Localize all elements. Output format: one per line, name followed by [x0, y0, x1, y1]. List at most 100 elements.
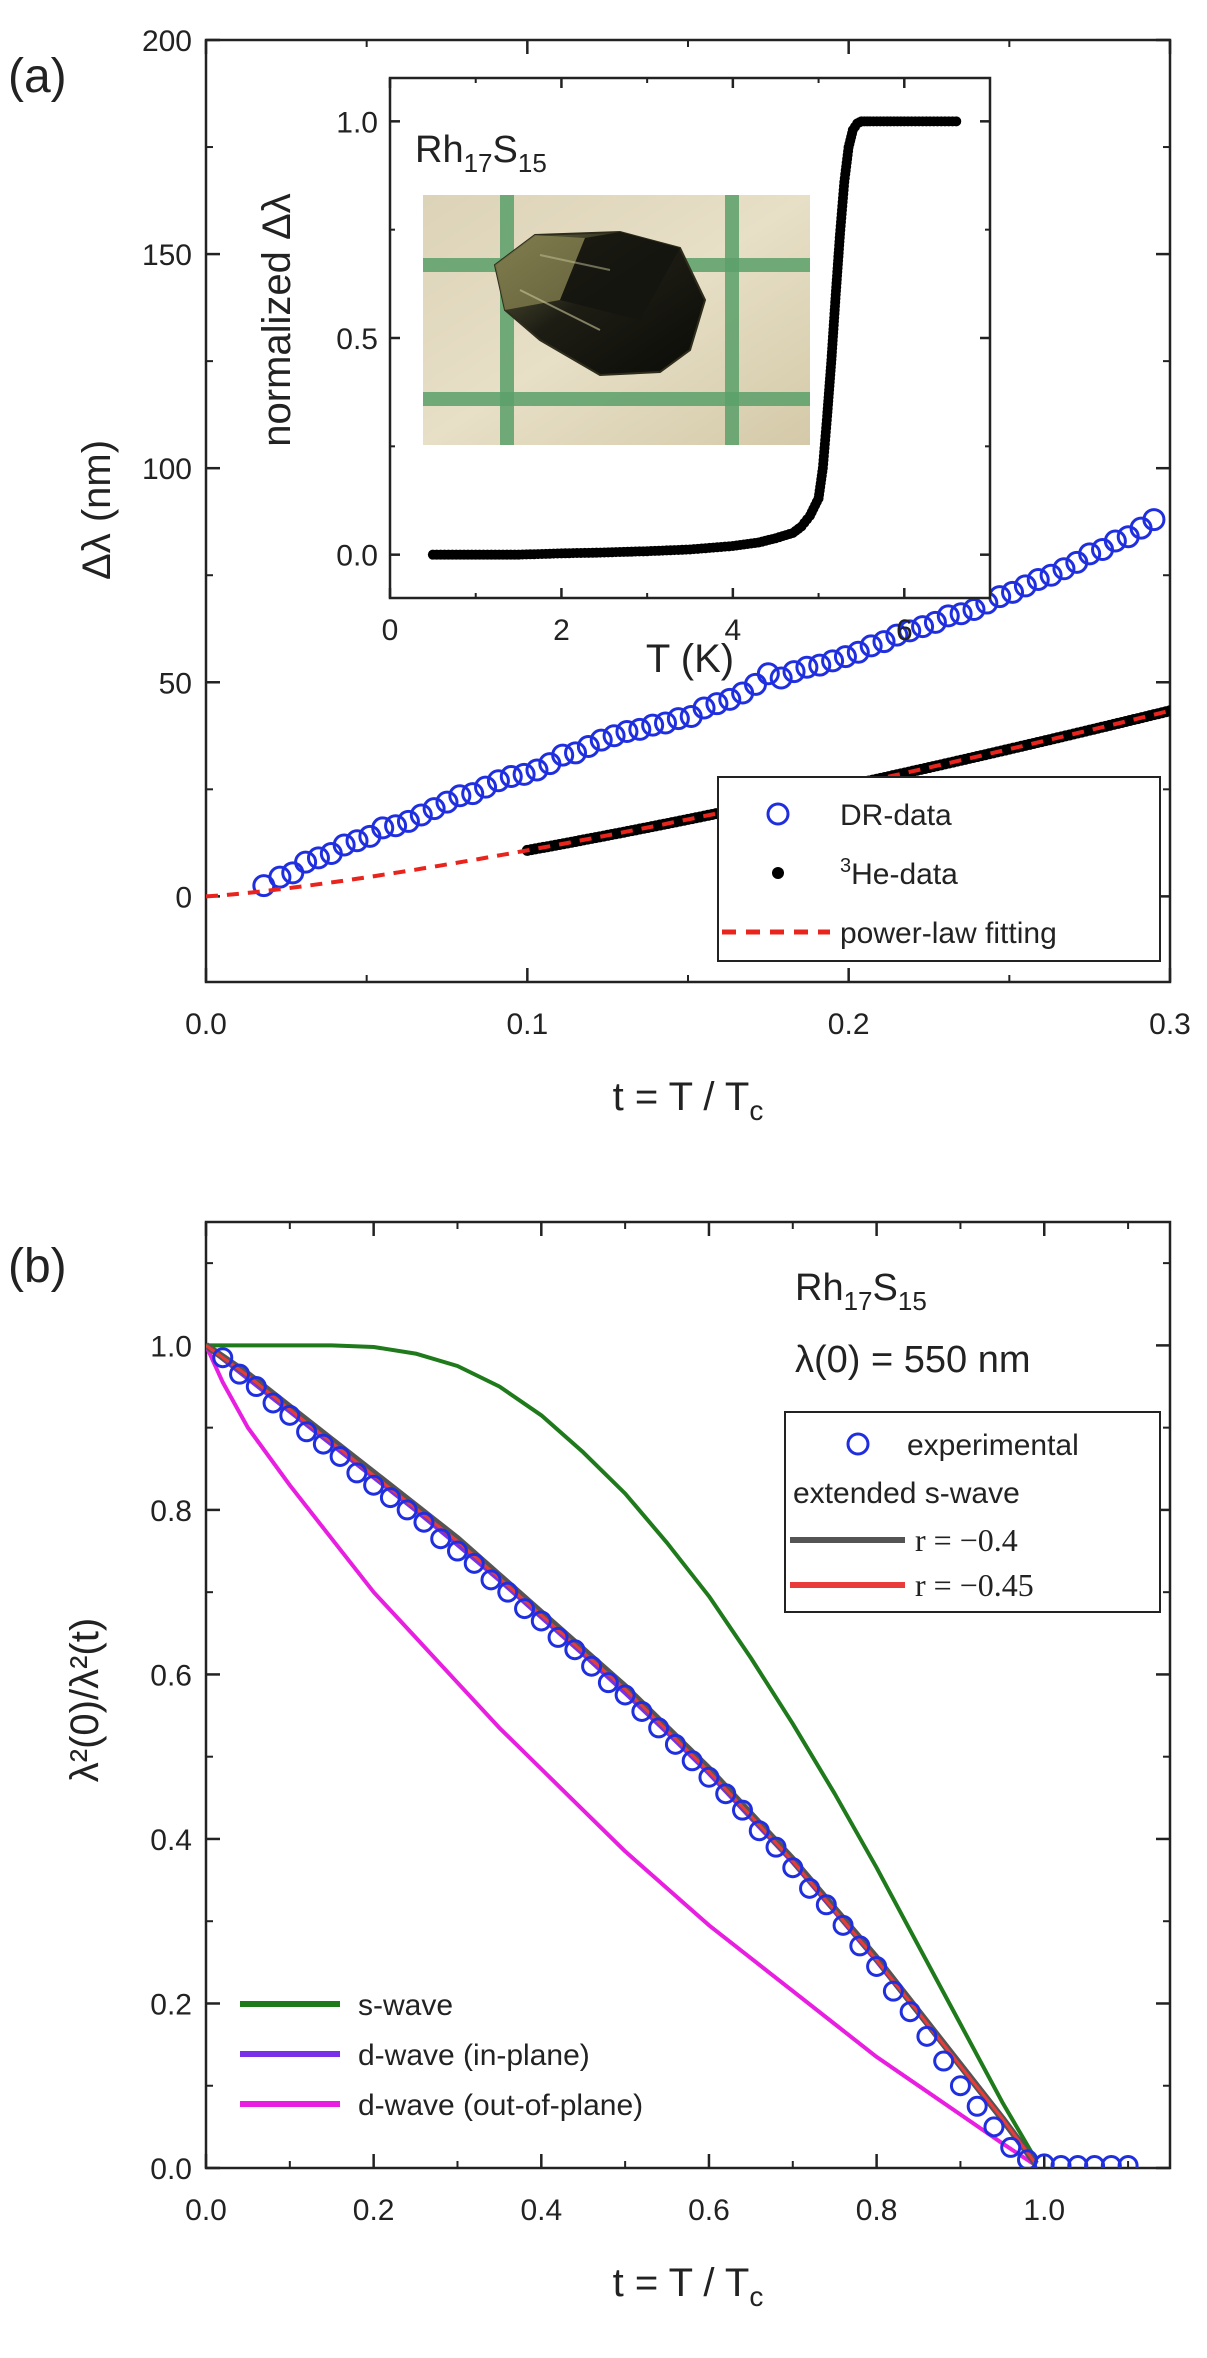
experimental-data-point: [396, 1499, 418, 1521]
experimental-data-point: [480, 1569, 502, 1591]
dr-data-point: [949, 602, 973, 626]
dr-data-point: [345, 829, 369, 853]
dr-data-point: [1039, 563, 1063, 587]
dr-data-point: [396, 809, 420, 833]
dr-data-point: [769, 666, 793, 690]
experimental-data-point: [530, 1610, 552, 1632]
dr-data-point: [782, 660, 806, 684]
legend-d-wave-in-label: d-wave (in-plane): [358, 2039, 590, 2072]
experimental-data-point: [463, 1552, 485, 1574]
dr-data-point: [1013, 574, 1037, 598]
inset-x-tick-label: 4: [725, 614, 742, 647]
inset-x-tick-label: 6: [896, 614, 913, 647]
legend-he-marker: [772, 867, 784, 879]
panel-a-legend: DR-data 3He-data power-law fitting: [717, 776, 1161, 962]
dr-data-point: [936, 604, 960, 628]
panel-a-y-tick-label: 50: [159, 667, 192, 700]
legend-d-wave-out-label: d-wave (out-of-plane): [358, 2089, 643, 2122]
legend-r1-label: r = −0.4: [915, 1522, 1018, 1558]
dr-data-point: [885, 623, 909, 647]
dr-data-point: [268, 865, 292, 889]
experimental-data-point: [279, 1404, 301, 1426]
experimental-data-point: [514, 1598, 536, 1620]
dr-data-point: [756, 662, 780, 686]
dr-data-point: [589, 728, 613, 752]
dr-data-point: [474, 775, 498, 799]
panel-a-label: (a): [8, 50, 67, 103]
dr-data-point: [821, 649, 845, 673]
legend-he-label: 3He-data: [840, 855, 958, 891]
experimental-data-point: [597, 1672, 619, 1694]
power-law-fit-line: [206, 708, 1170, 899]
experimental-data-point: [748, 1820, 770, 1842]
dr-data-point: [422, 797, 446, 821]
inset-x-axis-label: T (K): [646, 637, 734, 681]
experimental-data-point: [983, 2116, 1005, 2138]
inset-y-tick-label: 0.0: [336, 540, 378, 573]
dr-data-point: [833, 645, 857, 669]
dr-data-point: [551, 743, 575, 767]
dr-data-point: [1078, 542, 1102, 566]
dr-data-point: [859, 634, 883, 658]
inset-compound-label: Rh17S15: [415, 129, 547, 178]
experimental-data-point: [413, 1511, 435, 1533]
panel-a-tick-labels: 0.0 0.1 0.2 0.3 0 50 100 150 200: [142, 25, 1191, 1041]
panel-a-x-tick-label: 0.2: [828, 1008, 870, 1041]
panel-b-x-axis-label: t = T / Tc: [613, 2261, 764, 2312]
experimental-data-point: [832, 1914, 854, 1936]
dr-data-point: [1103, 529, 1127, 553]
dr-data-point: [898, 619, 922, 643]
panel-a-legend-box: [717, 776, 1161, 962]
experimental-data-point: [715, 1783, 737, 1805]
panel-b-y-tick-label: 0.0: [150, 2153, 192, 2186]
inset-data: [427, 116, 962, 560]
experimental-data-point: [329, 1445, 351, 1467]
experimental-data-point: [363, 1474, 385, 1496]
dr-data-point: [294, 850, 318, 874]
experimental-data-point: [664, 1733, 686, 1755]
experimental-data-point: [312, 1433, 334, 1455]
experimental-data-point: [564, 1639, 586, 1661]
experimental-data-point: [346, 1462, 368, 1484]
d-wave-out-of-plane-line: [206, 1344, 1038, 2168]
dr-data-point: [872, 630, 896, 654]
panel-a-y-axis-label: Δλ (nm): [75, 440, 119, 580]
dr-data-point: [808, 653, 832, 677]
dr-data-point: [1052, 557, 1076, 581]
panel-b-compound-label: Rh17S15: [795, 1267, 927, 1316]
panel-b-label: (b): [8, 1240, 67, 1293]
experimental-data-point: [882, 1980, 904, 2002]
experimental-data-point: [916, 2025, 938, 2047]
experimental-data-point: [866, 1955, 888, 1977]
inset-data-point: [951, 116, 962, 127]
dr-data-point: [409, 803, 433, 827]
panel-b-x-tick-label: 1.0: [1023, 2194, 1065, 2227]
panel-a-x-tick-label: 0.1: [506, 1008, 548, 1041]
panel-b-tick-labels: 0.0 0.2 0.4 0.6 0.8 1.0 0.0 0.2 0.4 0.6 0.8 1.0: [150, 1330, 1065, 2227]
experimental-data-point: [212, 1347, 234, 1369]
dr-data-point: [911, 615, 935, 639]
dr-data-point: [962, 597, 986, 621]
extended-s-wave-r-0.45-line: [206, 1344, 1038, 2165]
panel-a-y-tick-label: 150: [142, 239, 192, 272]
inset-tick-labels: 0 2 4 6 0.0 0.5 1.0: [336, 106, 912, 647]
dr-data-point: [705, 692, 729, 716]
dr-data-point: [499, 764, 523, 788]
experimental-data-point: [815, 1894, 837, 1916]
dr-data-point: [281, 861, 305, 885]
dr-data-point: [564, 741, 588, 765]
panel-a-y-tick-label: 200: [142, 25, 192, 58]
inset: Rh17S15 0 2 4 6 0.0 0.5 1.0 T (K) normalized Δ…: [255, 76, 992, 681]
experimental-data-point: [296, 1421, 318, 1443]
dr-data-point: [306, 846, 330, 870]
legend-s-wave-label: s-wave: [358, 1989, 453, 2022]
dr-data-point: [795, 655, 819, 679]
panel-b-data: [206, 1342, 1139, 2168]
panel-b-y-axis-label: λ²(0)/λ²(t): [63, 1618, 107, 1782]
inset-ticks: [388, 78, 991, 598]
experimental-data-point: [681, 1750, 703, 1772]
dr-data-point: [641, 713, 665, 737]
panel-b-x-tick-label: 0.8: [856, 2194, 898, 2227]
panel-b-y-tick-label: 0.6: [150, 1659, 192, 1692]
panel-a-x-tick-label: 0.0: [185, 1008, 227, 1041]
